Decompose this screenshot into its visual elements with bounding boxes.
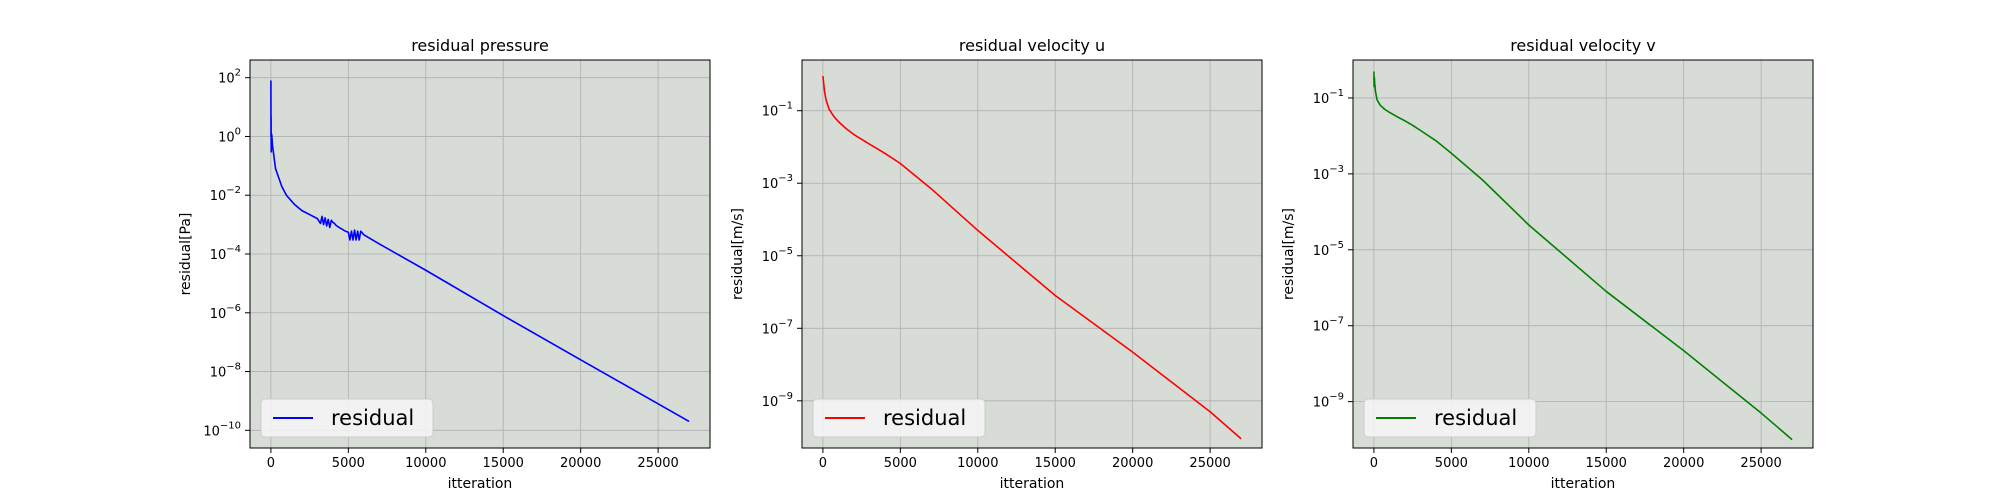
y-tick-label: 10−4 (210, 244, 241, 263)
x-tick-label: 5000 (884, 456, 917, 471)
y-tick-label: 10−7 (762, 318, 793, 337)
legend-box (260, 398, 434, 438)
axes-frame (1352, 59, 1814, 449)
y-tick-label: 10−5 (762, 246, 793, 265)
x-tick-label: 10000 (957, 456, 998, 471)
x-tick-label: 15000 (1035, 456, 1076, 471)
x-axis-label: itteration (1000, 476, 1065, 492)
legend-label: residual (883, 406, 966, 430)
y-tick-label: 10−2 (210, 185, 241, 204)
legend-label: residual (1434, 406, 1517, 430)
y-tick-label: 10−3 (1313, 164, 1344, 183)
axes-frame (801, 59, 1263, 449)
x-tick-label: 5000 (1435, 456, 1468, 471)
x-tick-label: 0 (819, 456, 827, 471)
chart-title: residual velocity u (959, 36, 1105, 55)
y-tick-label: 10−9 (1313, 392, 1344, 411)
plot-area (1353, 60, 1813, 448)
y-tick-label: 10−7 (1313, 316, 1344, 335)
x-tick-label: 25000 (1740, 456, 1781, 471)
x-tick-label: 25000 (1189, 456, 1230, 471)
y-tick-label: 10−6 (210, 303, 241, 322)
x-tick-label: 0 (1370, 456, 1378, 471)
subplot-3: 0 5000 10000 15000 20000 25000 10−1 10−3 10−5 10−… (1281, 36, 1814, 492)
y-tick-label: 10−8 (210, 362, 241, 381)
y-tick-label: 10−3 (762, 173, 793, 192)
chart-title: residual pressure (411, 36, 549, 55)
x-axis-label: itteration (1551, 476, 1616, 492)
y-axis-label: residual[m/s] (1281, 208, 1297, 300)
plot-area (802, 60, 1262, 448)
y-axis-label: residual[Pa] (178, 213, 194, 296)
y-tick-label: 102 (218, 68, 241, 87)
y-tick-label: 10−1 (1313, 88, 1344, 107)
x-tick-label: 15000 (1586, 456, 1627, 471)
legend: residual (260, 398, 434, 438)
subplot-1: 0 5000 10000 15000 20000 25000 102 100 10−2 10−4 1… (178, 36, 711, 492)
legend: residual (812, 398, 986, 438)
legend-label: residual (331, 406, 414, 430)
x-tick-label: 0 (267, 456, 275, 471)
x-tick-label: 25000 (637, 456, 678, 471)
x-tick-label: 15000 (483, 456, 524, 471)
series-line-1 (1373, 71, 1793, 441)
x-tick-label: 20000 (560, 456, 601, 471)
y-tick-label: 100 (218, 126, 241, 145)
legend-box (812, 398, 986, 438)
x-tick-label: 20000 (1663, 456, 1704, 471)
subplot-2: 0 5000 10000 15000 20000 25000 10−1 10−3 10−5 10−… (730, 36, 1263, 492)
x-tick-label: 5000 (332, 456, 365, 471)
x-tick-label: 10000 (1508, 456, 1549, 471)
x-tick-label: 10000 (405, 456, 446, 471)
legend-box (1363, 398, 1537, 438)
y-tick-label: 10−1 (762, 101, 793, 120)
y-tick-label: 10−9 (762, 391, 793, 410)
series-line-1 (822, 76, 1242, 440)
x-tick-label: 20000 (1112, 456, 1153, 471)
y-tick-label: 10−5 (1313, 240, 1344, 259)
y-axis-label: residual[m/s] (730, 208, 746, 300)
series-line-1 (270, 80, 690, 423)
y-tick-label: 10−10 (203, 420, 241, 439)
chart-title: residual velocity v (1510, 36, 1656, 55)
legend: residual (1363, 398, 1537, 438)
x-axis-label: itteration (448, 476, 513, 492)
